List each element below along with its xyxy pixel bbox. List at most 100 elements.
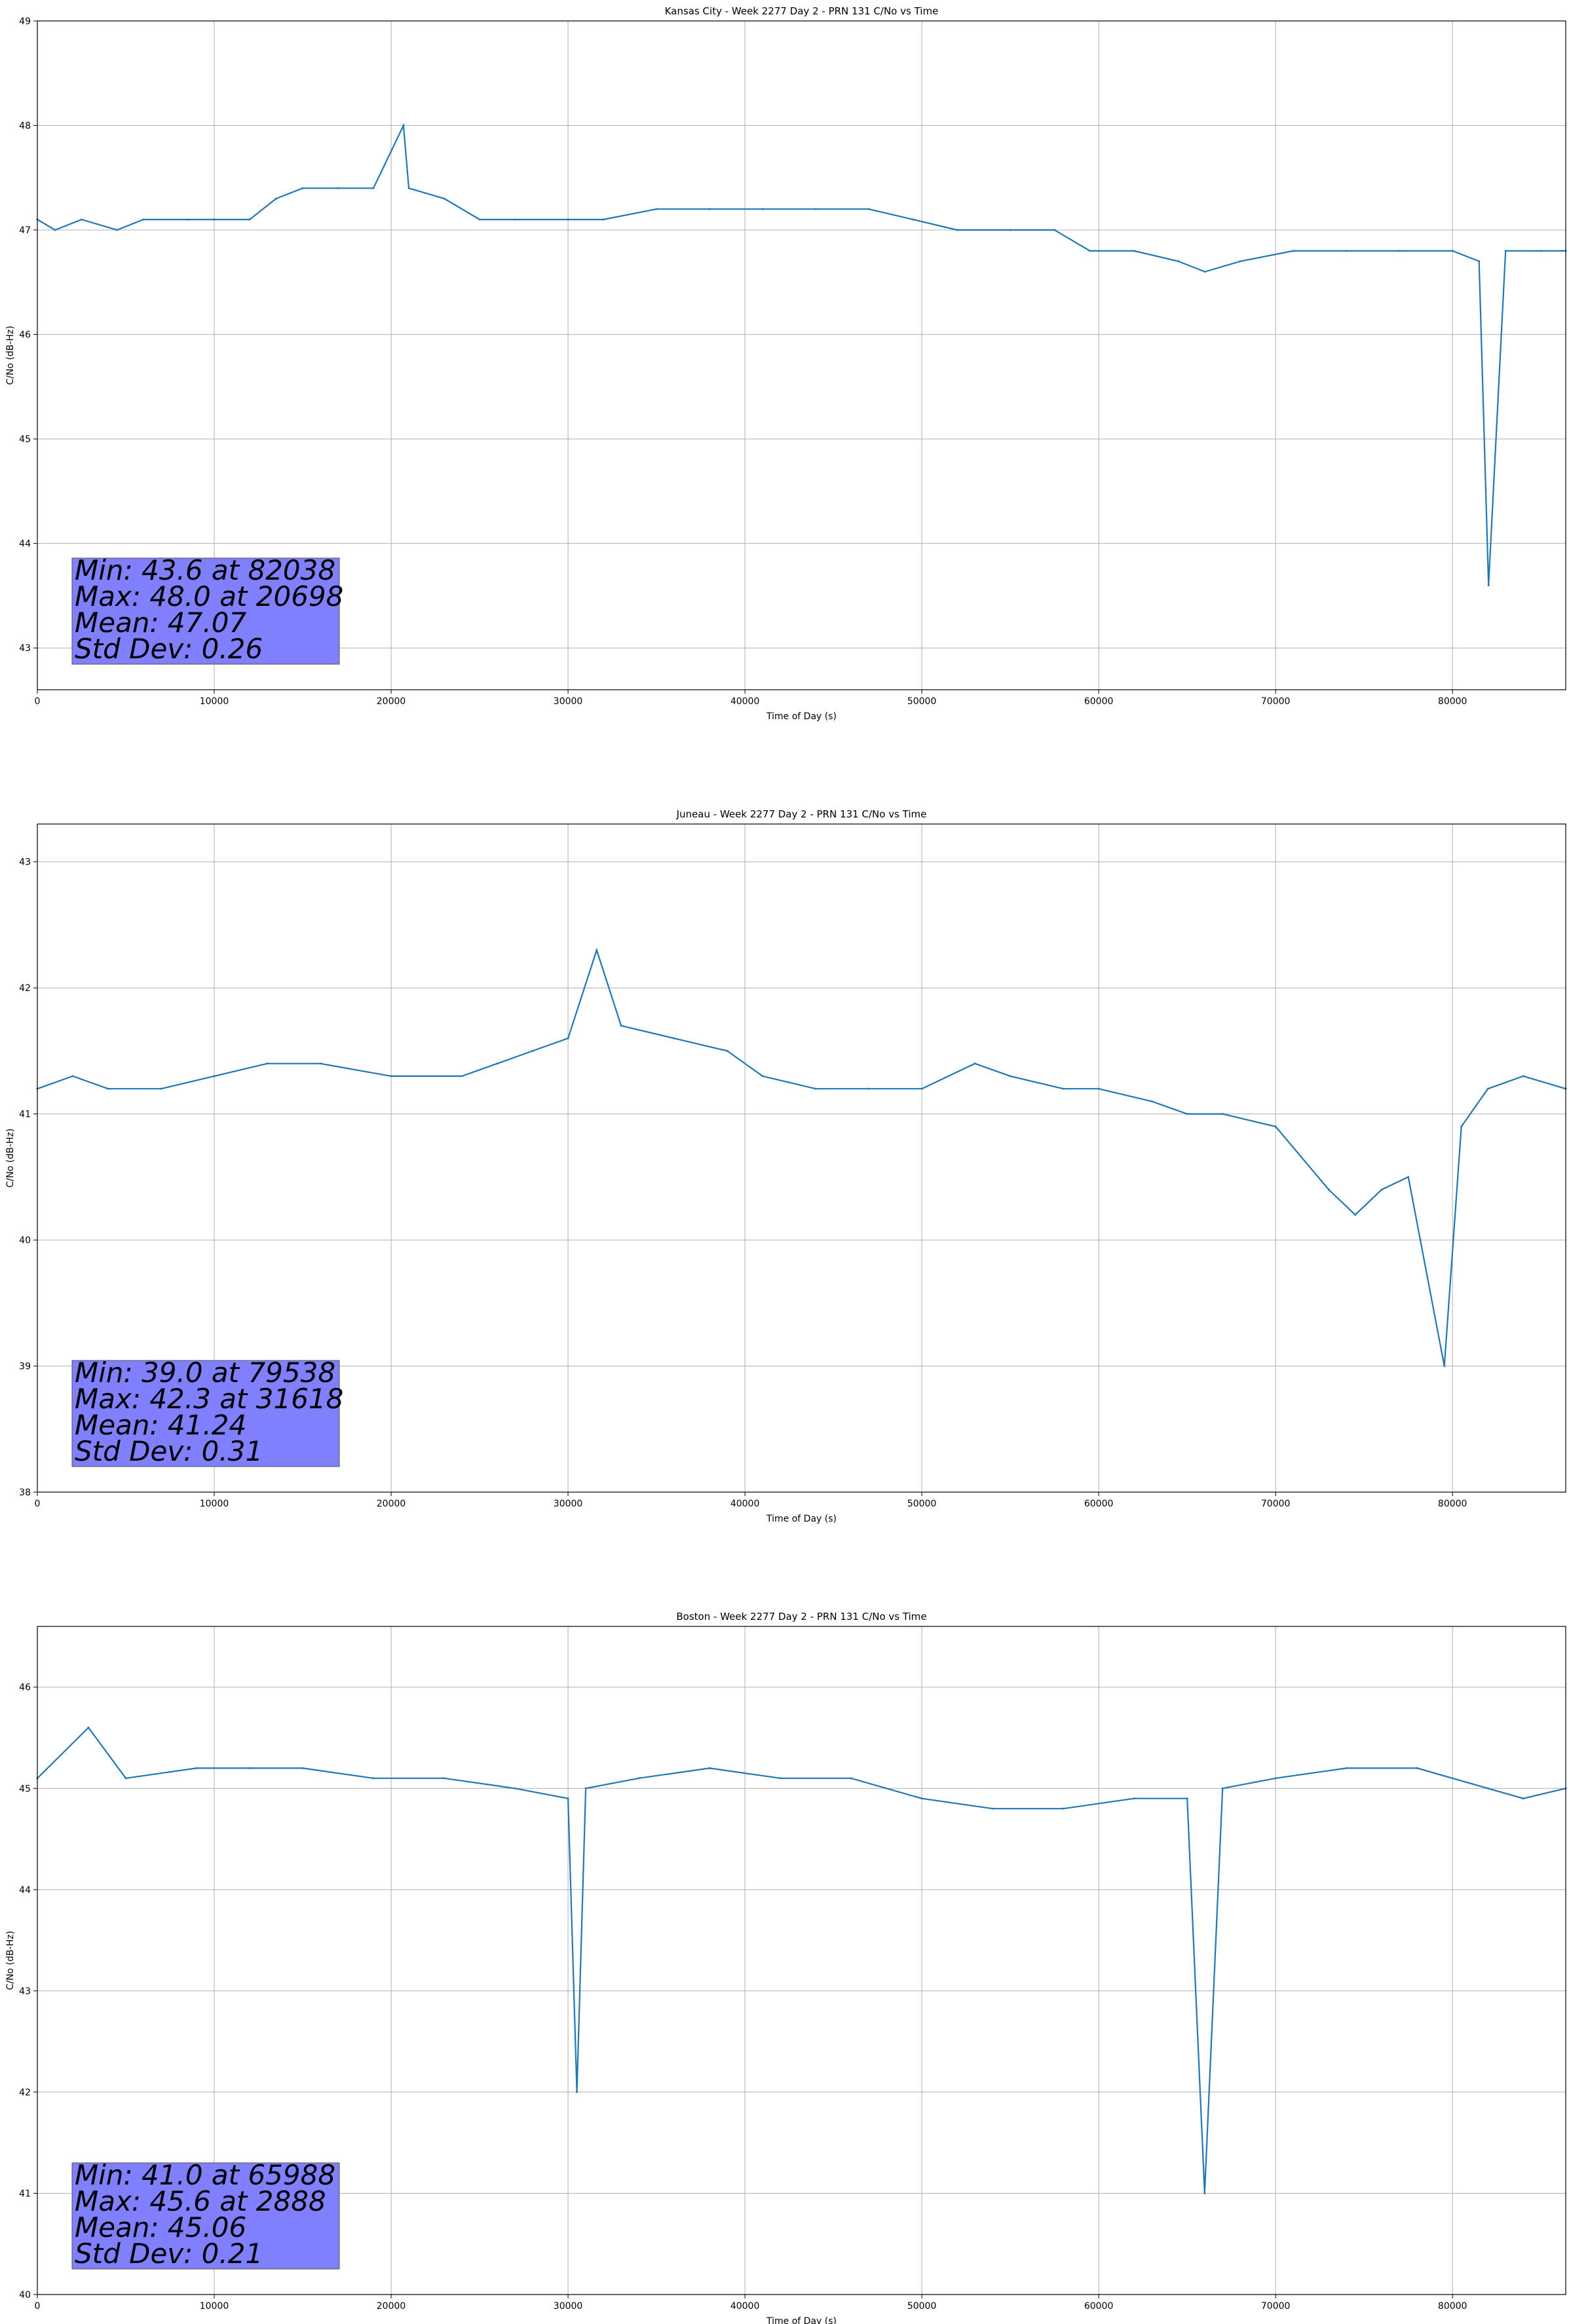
data-point [1009,229,1011,231]
data-point [443,1777,445,1780]
y-tick-label: 46 [19,1683,31,1693]
data-point [1186,1797,1188,1800]
data-point [443,197,445,200]
data-point [956,229,958,231]
data-point [81,218,83,221]
y-tick-label: 41 [19,2188,31,2199]
y-tick-label: 46 [19,330,31,341]
x-tick-label: 10000 [200,2301,229,2312]
x-tick-label: 30000 [554,1499,583,1509]
x-tick-label: 10000 [200,1499,229,1509]
data-point [1398,250,1401,252]
y-tick-label: 43 [19,643,31,654]
data-point [1062,1087,1065,1090]
data-point [390,1075,392,1078]
data-point [1407,1176,1410,1178]
data-point [1009,1075,1011,1078]
stats-line: Std Dev: 0.21 [75,2238,263,2270]
data-point [54,229,56,231]
data-point [407,187,410,189]
stats-box-background [71,557,340,665]
data-point [1451,250,1454,252]
data-point [1203,2192,1206,2194]
data-point [673,1037,675,1040]
data-point [814,208,817,210]
data-point [1327,1188,1330,1191]
x-tick-label: 80000 [1438,2301,1467,2312]
data-point [531,1049,534,1052]
data-point [1133,1797,1135,1800]
x-tick-label: 30000 [554,696,583,707]
data-point [814,1087,817,1090]
y-tick-label: 44 [19,1885,31,1896]
data-point [213,218,216,221]
chart-title: Juneau - Week 2277 Day 2 - PRN 131 C/No … [676,808,927,820]
data-point [1097,1087,1100,1090]
y-tick-label: 44 [19,539,31,550]
x-tick-label: 40000 [730,1499,760,1509]
x-tick-label: 0 [35,2301,41,2312]
stats-line: Min: 41.0 at 65988 [75,2159,335,2191]
chart-panel-3: 0 10000 20000 30000 40000 50000 60000 70000 8000… [5,1611,1567,2324]
data-point [1274,1777,1277,1780]
stats-line: Min: 39.0 at 79538 [75,1357,335,1389]
data-point [1062,1807,1065,1810]
data-point [920,1797,923,1800]
data-point [87,1727,90,1729]
stats-line: Std Dev: 0.31 [75,1435,263,1467]
data-point [160,1087,162,1090]
data-point [1487,584,1490,586]
x-tick-label: 20000 [377,2301,406,2312]
data-point [514,1787,516,1790]
chart-title: Boston - Week 2277 Day 2 - PRN 131 C/No … [676,1611,926,1622]
stats-line: Max: 42.3 at 31618 [75,1383,343,1415]
data-point [142,218,145,221]
data-point [195,1767,198,1769]
data-point [1345,250,1348,252]
chart-title: Kansas City - Week 2277 Day 2 - PRN 131 … [665,5,939,17]
x-tick-label: 80000 [1438,1499,1467,1509]
y-tick-label: 39 [19,1362,31,1372]
data-point [991,1807,994,1810]
data-point [1416,1767,1418,1769]
stats-box-background [71,2162,340,2270]
data-point [620,1024,622,1027]
stats-line: Mean: 41.24 [75,1409,246,1441]
stats-line: Max: 48.0 at 20698 [75,580,343,612]
data-point [1354,1214,1357,1216]
data-point [1504,250,1507,252]
x-tick-label: 70000 [1261,1499,1291,1509]
data-point [1522,1075,1524,1078]
data-point [602,218,605,221]
y-tick-label: 40 [19,1235,31,1246]
data-point [301,1767,304,1769]
data-point [1203,271,1206,273]
grid [37,20,1566,690]
y-tick-label: 42 [19,983,31,994]
x-tick-label: 60000 [1084,1499,1114,1509]
data-point [708,1767,711,1769]
data-point [867,208,870,210]
data-point [1239,260,1241,263]
stats-box-background [71,1360,340,1467]
series-line-1 [37,947,1566,1366]
data-point [912,218,915,221]
data-point [116,229,119,231]
data-point [576,2091,578,2093]
y-tick-label: 45 [19,434,31,445]
y-tick-label: 38 [19,1488,31,1498]
data-point [213,1075,216,1078]
data-point [1089,250,1091,252]
data-point [1274,1125,1277,1128]
data-point [867,1087,870,1090]
data-point [584,1787,587,1790]
chart-panel-1: 0 10000 20000 30000 40000 50000 60000 70000 8000… [5,5,1567,722]
data-point [275,197,278,200]
y-tick-label: 41 [19,1110,31,1120]
x-axis-label: Time of Day (s) [766,2316,837,2324]
data-point [1221,1113,1224,1115]
x-tick-label: 0 [35,696,41,707]
data-point [850,1777,852,1780]
